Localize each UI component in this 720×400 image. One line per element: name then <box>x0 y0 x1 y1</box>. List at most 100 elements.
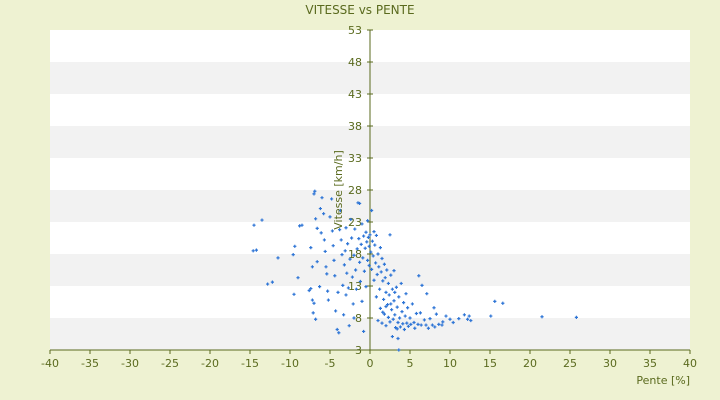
data-point <box>420 283 424 287</box>
x-tick-label: -30 <box>121 357 139 370</box>
data-point <box>322 238 326 242</box>
data-point <box>323 249 327 254</box>
data-point <box>392 269 396 273</box>
data-point <box>349 217 353 222</box>
data-point <box>378 287 382 291</box>
data-point <box>319 231 323 235</box>
data-point <box>338 208 342 213</box>
data-point <box>382 312 386 316</box>
data-point <box>334 309 338 313</box>
data-point <box>360 299 364 303</box>
data-point <box>401 322 405 326</box>
data-point <box>419 323 423 327</box>
data-point <box>367 263 371 268</box>
data-point <box>330 229 334 233</box>
data-point <box>346 286 350 290</box>
y-tick-label: 23 <box>348 216 362 229</box>
data-point <box>376 252 380 256</box>
data-point <box>292 292 296 296</box>
data-point <box>381 279 385 283</box>
data-point <box>388 320 392 324</box>
data-point <box>388 233 392 237</box>
data-point <box>393 290 397 294</box>
data-point <box>358 260 362 264</box>
data-point <box>451 320 455 325</box>
data-point <box>370 239 374 243</box>
x-tick-label: -15 <box>241 357 259 370</box>
data-point <box>404 292 408 296</box>
data-point <box>342 263 346 267</box>
x-tick-label: 30 <box>603 357 617 370</box>
x-tick-label: -5 <box>325 357 336 370</box>
data-point <box>367 244 371 248</box>
data-point <box>437 322 441 326</box>
data-point <box>291 253 295 257</box>
data-point <box>328 215 332 219</box>
data-point <box>310 298 314 302</box>
data-point <box>493 299 497 303</box>
y-tick-label: 33 <box>348 152 362 165</box>
x-tick-label: -20 <box>201 357 219 370</box>
data-point <box>386 281 390 286</box>
data-point <box>353 227 357 231</box>
data-point <box>336 290 340 294</box>
data-point <box>351 302 355 306</box>
data-point <box>326 289 330 293</box>
y-tick-label: 8 <box>355 312 362 325</box>
data-point <box>313 189 317 193</box>
data-point <box>448 317 452 321</box>
data-point <box>354 268 358 272</box>
data-point <box>373 243 377 247</box>
data-point <box>395 305 399 309</box>
data-point <box>400 310 404 314</box>
data-point <box>370 267 374 271</box>
data-point <box>315 260 319 264</box>
data-point <box>391 317 395 321</box>
data-point <box>354 287 358 291</box>
data-point <box>440 323 444 327</box>
data-point <box>414 311 418 316</box>
data-point <box>426 326 430 330</box>
data-point <box>331 244 335 248</box>
data-point <box>466 317 470 321</box>
data-point <box>374 233 378 238</box>
data-point <box>307 288 311 293</box>
data-point <box>361 256 365 260</box>
data-point <box>252 223 256 227</box>
data-point <box>412 320 416 325</box>
data-point <box>397 295 401 299</box>
x-tick-label: 10 <box>443 357 457 370</box>
data-point <box>370 208 374 213</box>
data-point <box>406 324 410 328</box>
y-tick-label: 38 <box>348 120 362 133</box>
data-point <box>364 230 368 234</box>
data-point <box>396 336 400 341</box>
data-point <box>341 283 345 287</box>
data-point <box>348 257 352 261</box>
x-tick-label: 35 <box>643 357 657 370</box>
x-tick-label: 25 <box>563 357 577 370</box>
data-point <box>424 323 428 327</box>
data-point <box>293 244 297 248</box>
data-point <box>405 321 409 325</box>
data-point <box>382 262 386 266</box>
data-point <box>430 323 434 327</box>
data-point <box>422 318 426 322</box>
data-point <box>346 242 350 246</box>
axes <box>49 29 691 354</box>
x-tick-label: -10 <box>281 357 299 370</box>
data-point <box>376 318 380 323</box>
data-point <box>322 212 326 216</box>
y-tick-label: 43 <box>348 88 362 101</box>
data-point <box>332 258 336 262</box>
y-axis-title: Vitesse [km/h] <box>332 150 345 230</box>
data-point <box>360 222 364 226</box>
data-point <box>406 306 410 310</box>
data-point <box>359 242 363 246</box>
data-point <box>345 271 349 275</box>
data-point <box>366 258 370 262</box>
data-point <box>384 290 388 294</box>
data-point <box>355 247 359 251</box>
data-point <box>338 228 342 232</box>
data-point <box>309 246 313 250</box>
